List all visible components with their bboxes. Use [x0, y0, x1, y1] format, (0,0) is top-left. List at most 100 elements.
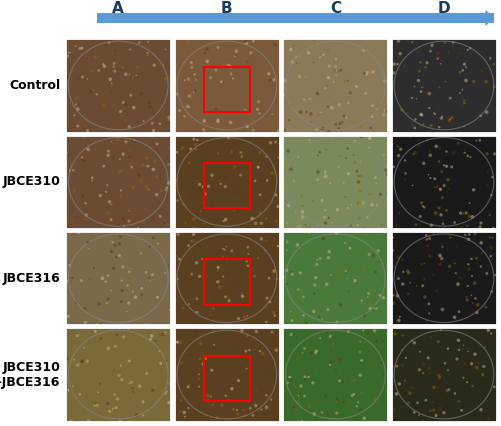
Point — [211, 66, 219, 73]
Point — [387, 407, 395, 414]
Point — [192, 309, 200, 316]
Point — [82, 212, 90, 219]
Point — [105, 39, 113, 46]
Point — [335, 377, 343, 384]
Point — [184, 76, 192, 83]
Point — [255, 159, 263, 166]
Point — [142, 155, 150, 161]
Point — [400, 157, 408, 164]
Point — [187, 271, 195, 277]
Point — [485, 55, 493, 62]
Point — [274, 154, 282, 161]
Point — [173, 276, 181, 282]
Point — [352, 168, 360, 175]
Point — [151, 337, 159, 344]
Point — [449, 43, 457, 50]
Point — [274, 243, 282, 250]
Point — [305, 137, 313, 144]
Point — [344, 100, 352, 106]
Point — [222, 258, 230, 265]
Point — [191, 146, 199, 153]
Point — [119, 64, 127, 71]
Point — [329, 78, 337, 85]
Point — [125, 380, 133, 387]
Point — [415, 123, 423, 130]
Point — [434, 124, 442, 130]
Point — [104, 152, 112, 159]
Point — [158, 331, 166, 338]
Point — [172, 187, 180, 194]
Point — [196, 203, 204, 210]
Point — [279, 92, 287, 99]
Point — [295, 317, 303, 324]
Point — [393, 143, 401, 150]
Point — [471, 255, 479, 262]
Point — [104, 345, 112, 352]
Point — [418, 203, 426, 210]
Point — [301, 73, 309, 80]
Point — [148, 387, 156, 394]
Point — [197, 127, 205, 134]
Point — [270, 76, 278, 83]
Point — [477, 68, 485, 75]
Point — [281, 78, 289, 84]
Point — [157, 187, 165, 194]
Point — [213, 44, 221, 51]
Point — [435, 145, 443, 152]
Point — [254, 98, 262, 105]
Point — [145, 274, 153, 281]
Point — [344, 288, 352, 294]
Point — [349, 391, 357, 398]
Point — [341, 193, 349, 200]
Point — [114, 222, 122, 229]
Point — [326, 360, 334, 367]
Point — [267, 134, 275, 141]
Point — [231, 191, 239, 198]
Point — [346, 89, 354, 96]
Point — [380, 78, 388, 84]
Point — [122, 327, 130, 334]
Point — [438, 243, 446, 250]
Point — [480, 65, 488, 72]
Point — [113, 331, 121, 338]
Point — [382, 107, 390, 114]
Point — [224, 135, 232, 142]
Point — [285, 36, 293, 43]
Point — [397, 347, 405, 354]
Point — [104, 209, 112, 216]
Point — [457, 86, 465, 93]
Point — [397, 106, 405, 113]
Point — [74, 362, 82, 368]
Point — [270, 312, 278, 319]
Point — [363, 294, 371, 300]
Point — [76, 391, 84, 398]
Point — [295, 223, 303, 230]
Point — [415, 366, 423, 373]
Point — [331, 121, 339, 128]
Point — [125, 123, 133, 130]
Point — [248, 412, 257, 419]
Point — [242, 123, 250, 130]
Point — [144, 186, 152, 193]
Point — [116, 156, 124, 163]
Point — [161, 46, 169, 53]
Point — [339, 399, 347, 406]
Point — [206, 38, 214, 45]
Point — [189, 89, 197, 96]
Point — [227, 149, 235, 156]
Point — [423, 242, 431, 249]
Point — [222, 353, 230, 360]
Point — [266, 363, 274, 370]
Point — [395, 380, 403, 387]
Point — [74, 75, 82, 82]
Point — [459, 123, 467, 130]
Point — [252, 328, 260, 335]
Point — [460, 231, 468, 238]
Point — [252, 218, 260, 225]
Point — [434, 103, 442, 110]
Point — [192, 328, 200, 334]
Point — [184, 230, 192, 237]
Point — [125, 358, 133, 365]
Point — [354, 199, 362, 206]
Point — [153, 141, 161, 147]
